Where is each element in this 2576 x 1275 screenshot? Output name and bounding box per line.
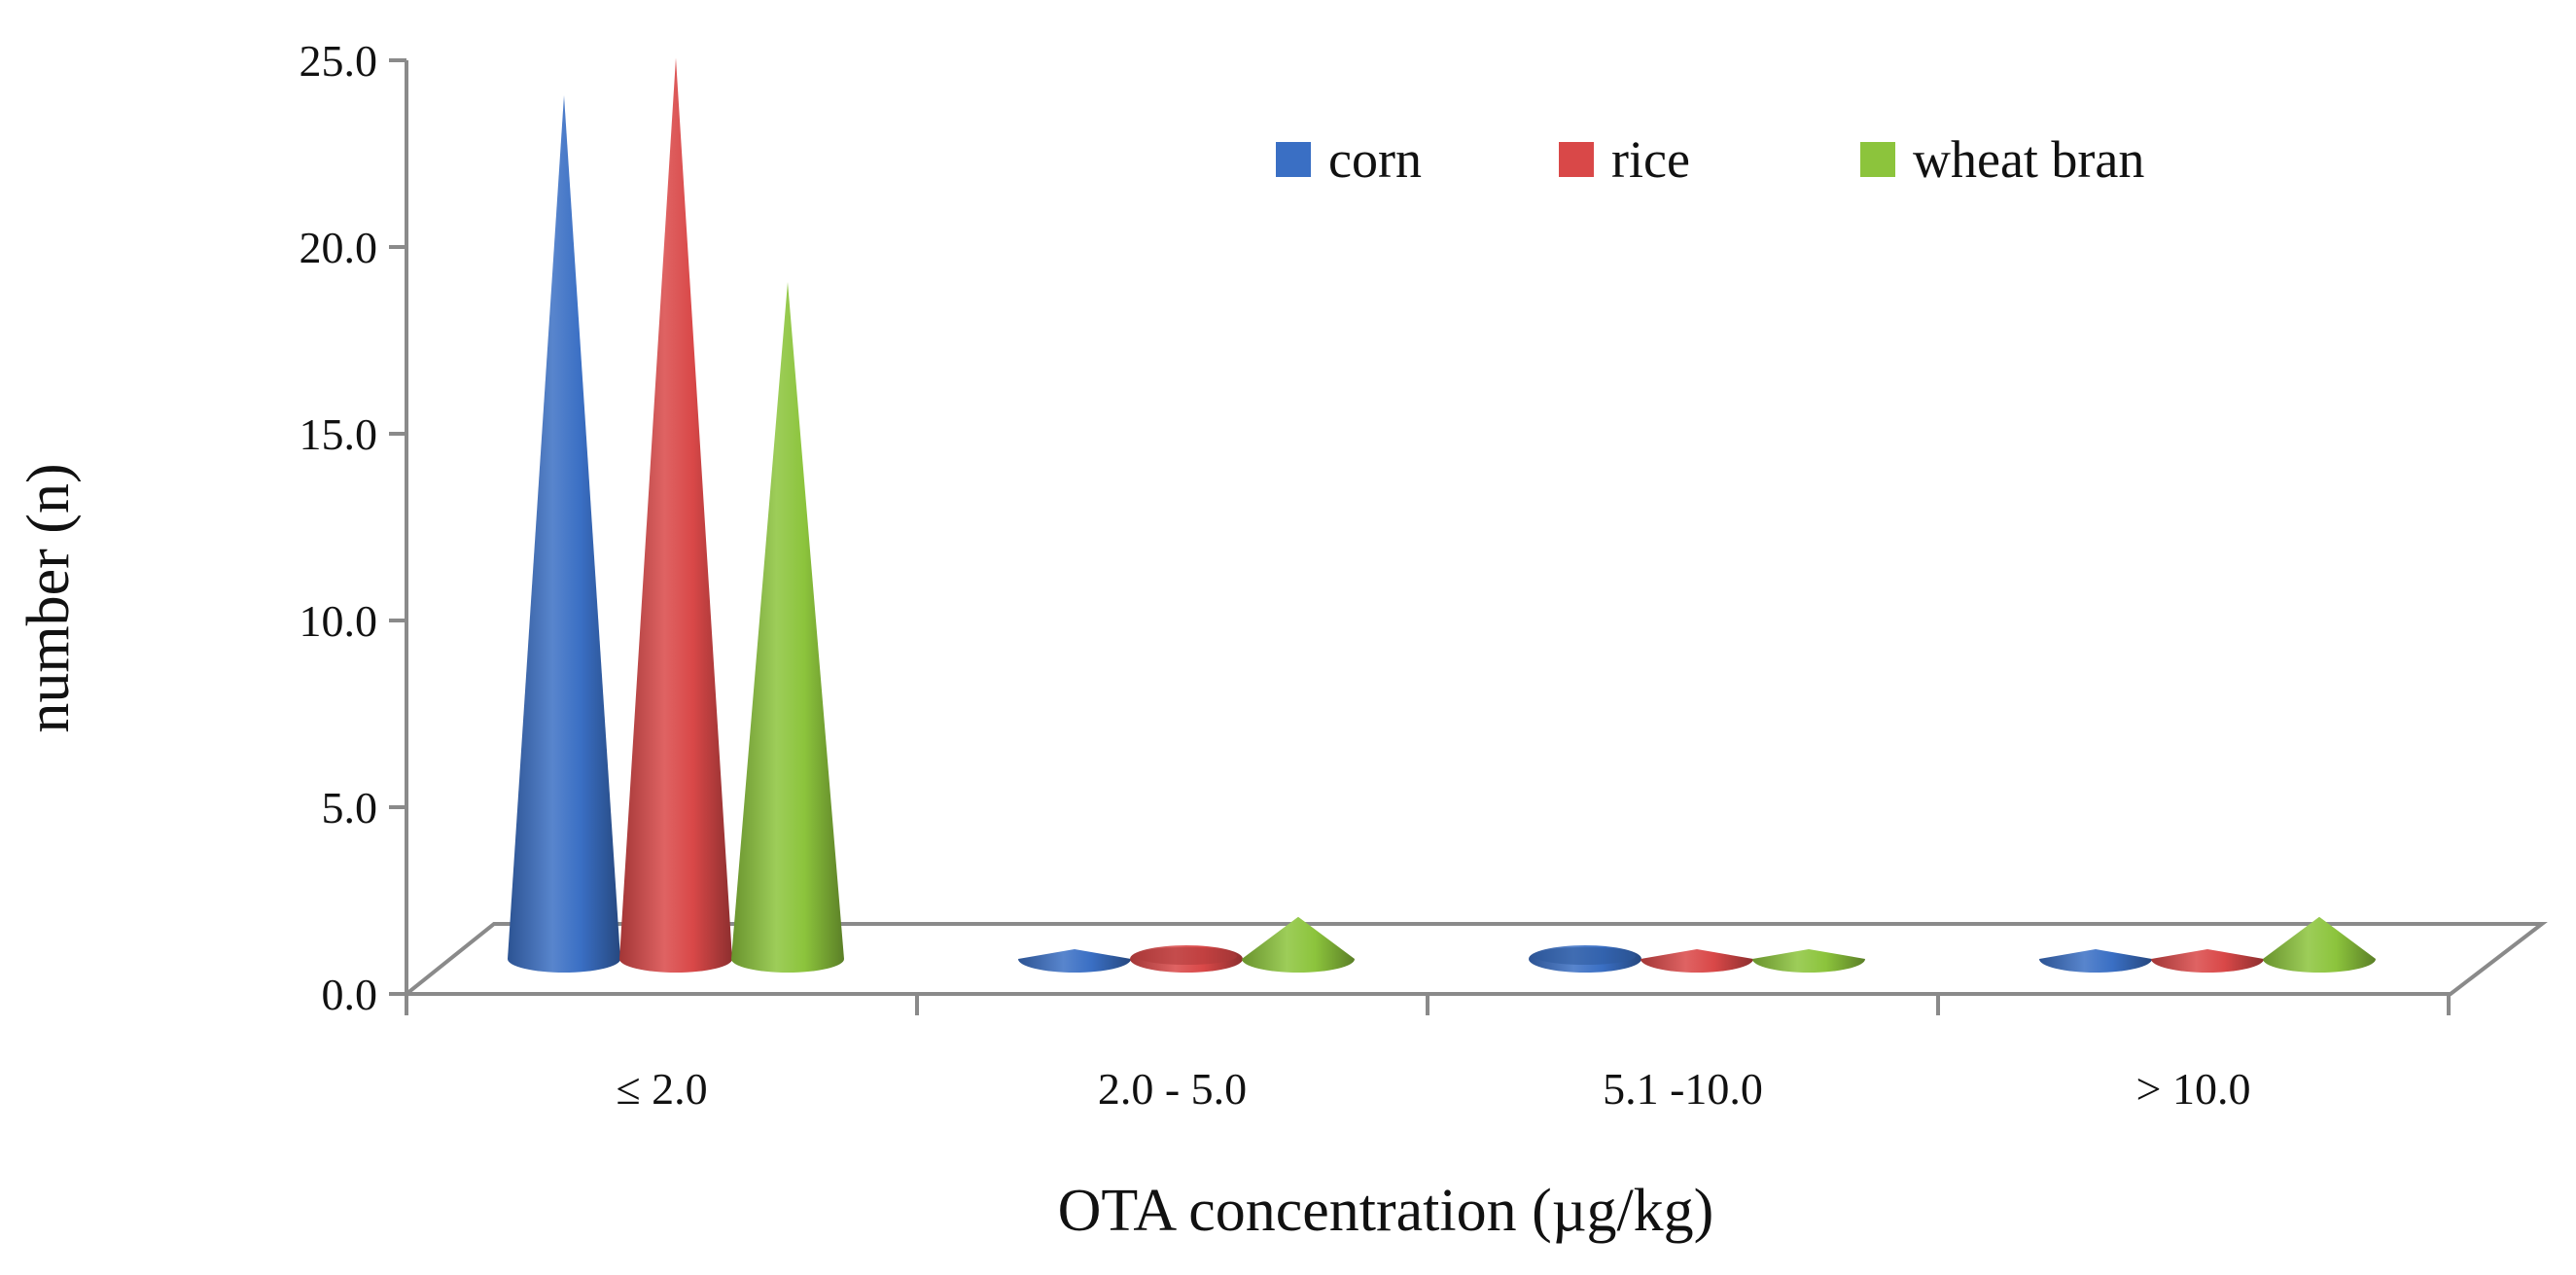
legend-label: rice [1611,130,1690,189]
cone-wheat-bran-3 [2263,916,2376,973]
legend-label: wheat bran [1913,130,2144,189]
x-tick-label: 5.1 -10.0 [1603,1064,1763,1114]
y-tick-label: 20.0 [300,223,378,272]
cone-wheat-bran-0 [731,282,844,973]
cone-rice-3 [2151,949,2264,973]
y-tick-label: 15.0 [300,409,378,459]
legend-item-rice: rice [1559,130,1690,189]
legend-swatch [1276,142,1311,177]
cone-wheat-bran-1 [1242,916,1355,973]
legend-item-wheat-bran: wheat bran [1860,130,2144,189]
x-tick-label: ≤ 2.0 [616,1064,707,1114]
cone-rice-0 [619,57,732,974]
legend-swatch [1559,142,1594,177]
y-tick-label: 0.0 [322,970,378,1019]
x-tick-label: > 10.0 [2136,1064,2251,1114]
cone-corn-3 [2039,949,2152,973]
y-tick-label: 25.0 [300,36,378,86]
cone-rice-1 [1130,945,1243,973]
chart-floor [401,922,2548,996]
cone-wheat-bran-2 [1752,949,1865,973]
cone-rice-2 [1641,949,1753,973]
legend-item-corn: corn [1276,130,1422,189]
x-axis-title: OTA concentration (µg/kg) [1058,1178,1714,1244]
y-tick-label: 10.0 [300,596,378,646]
cone-corn-2 [1529,945,1641,973]
y-axis-ticks: 0.0 5.0 10.0 15.0 20.0 25.0 [300,36,406,1019]
y-tick-label: 5.0 [322,783,378,832]
data-cones [508,57,2376,974]
y-axis-title: number (n) [16,463,82,732]
cone-corn-0 [508,95,620,973]
cone-corn-1 [1018,949,1131,973]
x-tick-label: 2.0 - 5.0 [1098,1064,1247,1114]
legend-swatch [1860,142,1895,177]
legend-label: corn [1328,130,1422,189]
legend: corn rice wheat bran [1276,130,2144,189]
x-axis-ticks: ≤ 2.0 2.0 - 5.0 5.1 -10.0 > 10.0 [405,994,2451,1114]
